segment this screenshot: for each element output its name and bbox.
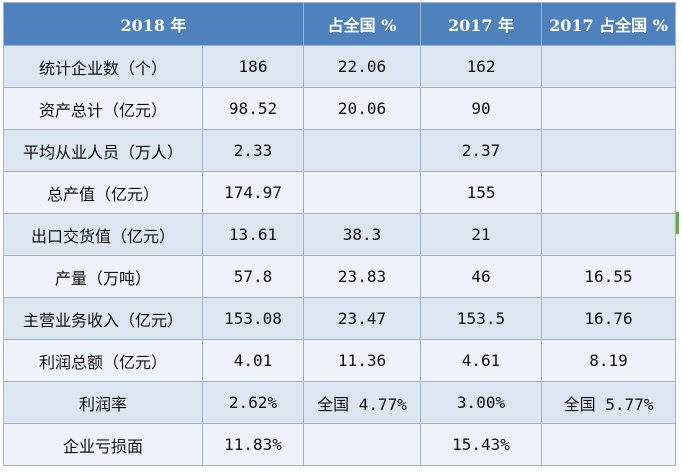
- edge-marker: [676, 212, 679, 234]
- table-row: 产量（万吨） 57.8 23.83 46 16.55: [3, 255, 677, 298]
- value-2018: 2.62%: [201, 381, 305, 424]
- share-2017: 16.76: [541, 297, 677, 340]
- row-label: 主营业务收入（亿元）: [3, 297, 203, 340]
- value-2017: 90: [420, 87, 543, 130]
- row-label: 平均从业人员（万人）: [3, 129, 203, 172]
- table-row: 统计企业数（个） 186 22.06 162: [3, 45, 677, 88]
- table-row: 总产值（亿元） 174.97 155: [3, 171, 677, 214]
- row-label: 总产值（亿元）: [3, 171, 203, 214]
- table-row: 资产总计（亿元） 98.52 20.06 90: [3, 87, 677, 130]
- row-label: 统计企业数（个）: [3, 45, 203, 88]
- share-2018: [303, 171, 422, 214]
- value-2018: 174.97: [201, 171, 305, 214]
- value-2017: 21: [420, 213, 543, 256]
- share-2017: [541, 171, 677, 214]
- table-row: 企业亏损面 11.83% 15.43%: [3, 423, 677, 466]
- header-row: 2018 年 占全国 % 2017 年 2017 占全国 %: [2, 2, 677, 46]
- table-row: 主营业务收入（亿元） 153.08 23.47 153.5 16.76: [3, 297, 677, 340]
- value-2017: 2.37: [420, 129, 543, 172]
- value-2017: 46: [420, 255, 543, 298]
- value-2018: 186: [201, 45, 305, 88]
- row-label: 利润总额（亿元）: [3, 339, 203, 382]
- value-2017: 155: [420, 171, 543, 214]
- value-2017: 162: [420, 45, 543, 88]
- value-2018: 13.61: [201, 213, 305, 256]
- row-label: 企业亏损面: [3, 423, 203, 466]
- table-row: 出口交货值（亿元） 13.61 38.3 21: [3, 213, 677, 256]
- value-2018: 2.33: [201, 129, 305, 172]
- share-2017: [541, 45, 677, 88]
- share-2018: 22.06: [303, 45, 422, 88]
- value-2017: 4.61: [420, 339, 543, 382]
- share-2018: 全国 4.77%: [303, 381, 422, 424]
- share-2017: [541, 213, 677, 256]
- value-2018: 153.08: [201, 297, 305, 340]
- value-2017: 153.5: [420, 297, 543, 340]
- header-2017: 2017 年: [420, 2, 543, 46]
- value-2017: 3.00%: [420, 381, 543, 424]
- share-2018: 23.83: [303, 255, 422, 298]
- value-2018: 11.83%: [201, 423, 305, 466]
- header-2017-share: 2017 占全国 %: [541, 2, 677, 46]
- value-2018: 57.8: [201, 255, 305, 298]
- share-2018: [303, 129, 422, 172]
- value-2017: 15.43%: [420, 423, 543, 466]
- statistics-table: 2018 年 占全国 % 2017 年 2017 占全国 % 统计企业数（个） …: [2, 2, 677, 466]
- table-row: 利润总额（亿元） 4.01 11.36 4.61 8.19: [3, 339, 677, 382]
- row-label: 利润率: [3, 381, 203, 424]
- share-2017: [541, 129, 677, 172]
- share-2018: 38.3: [303, 213, 422, 256]
- header-2018: 2018 年: [2, 2, 305, 46]
- row-label: 产量（万吨）: [3, 255, 203, 298]
- share-2018: 23.47: [303, 297, 422, 340]
- share-2017: [541, 87, 677, 130]
- share-2017: 8.19: [541, 339, 677, 382]
- share-2017: 16.55: [541, 255, 677, 298]
- value-2018: 98.52: [201, 87, 305, 130]
- share-2017: [541, 423, 677, 466]
- share-2018: 20.06: [303, 87, 422, 130]
- table-row: 平均从业人员（万人） 2.33 2.37: [3, 129, 677, 172]
- share-2017: 全国 5.77%: [541, 381, 677, 424]
- table-row: 利润率 2.62% 全国 4.77% 3.00% 全国 5.77%: [3, 381, 677, 424]
- row-label: 出口交货值（亿元）: [3, 213, 203, 256]
- header-2018-share: 占全国 %: [303, 2, 422, 46]
- value-2018: 4.01: [201, 339, 305, 382]
- share-2018: 11.36: [303, 339, 422, 382]
- share-2018: [303, 423, 422, 466]
- row-label: 资产总计（亿元）: [3, 87, 203, 130]
